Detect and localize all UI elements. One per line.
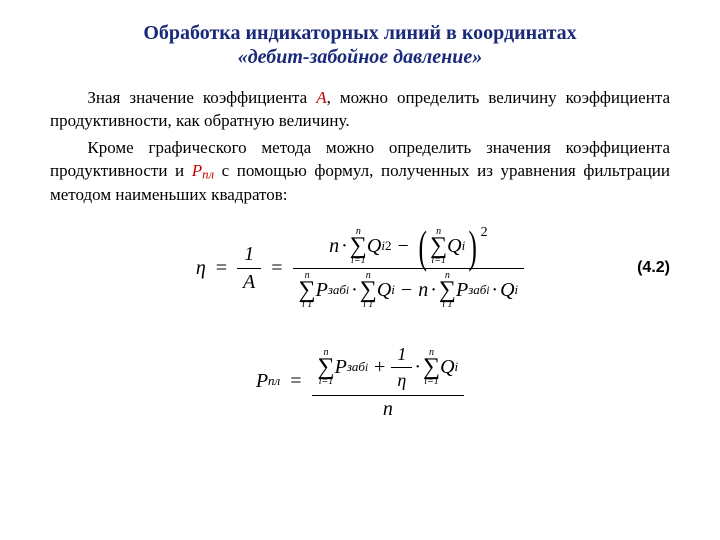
sum-Qi2: n ∑ i=1 bbox=[350, 227, 367, 266]
den-eta: η bbox=[391, 368, 412, 393]
outer-sq: 2 bbox=[481, 225, 488, 241]
paragraph-2: Кроме графического метода можно определи… bbox=[50, 137, 670, 207]
zab-sub-3: забi bbox=[347, 359, 368, 375]
equation-number: (4.2) bbox=[637, 259, 670, 277]
Qi-sub-2: i bbox=[462, 238, 466, 254]
paragraph-1: Зная значение коэффициента A, можно опре… bbox=[50, 87, 670, 133]
plus-1: + bbox=[368, 356, 391, 379]
zab-sub-2: забi bbox=[468, 282, 489, 298]
sigma-5: ∑ bbox=[439, 281, 456, 300]
equation-2: Pпл = n ∑ i=1 Pзабi + 1 bbox=[256, 340, 464, 423]
p-pl-symbol: P bbox=[192, 161, 202, 180]
sum-Pzab-3: n ∑ i=1 bbox=[318, 348, 335, 387]
paren-group: ( n ∑ i=1 Qi ) bbox=[415, 227, 481, 266]
page-title: Обработка индикаторных линий в координат… bbox=[50, 20, 670, 46]
equation-2-block: Pпл = n ∑ i=1 Pзабi + 1 bbox=[50, 340, 670, 423]
lim-bot-1: i=1 bbox=[351, 256, 366, 266]
num-Ppl: n ∑ i=1 Pзабi + 1 η · n bbox=[312, 340, 465, 395]
P-1: P bbox=[316, 279, 328, 302]
lim-bot-7: i=1 bbox=[424, 377, 439, 387]
lim-bot-6: i=1 bbox=[319, 377, 334, 387]
Ppl-lhs: Pпл bbox=[256, 370, 280, 393]
term-Pzab-3: Pзабi bbox=[335, 356, 368, 379]
numerator: n · n ∑ i=1 Qi2 − ( n ∑ bbox=[323, 225, 493, 268]
term-Qi-d2: Qi bbox=[500, 279, 518, 302]
eta-symbol: η bbox=[196, 257, 206, 280]
dot-2: · bbox=[349, 279, 360, 302]
lim-bot-2: i=1 bbox=[431, 256, 446, 266]
lim-bot-3: i 1 bbox=[302, 300, 312, 310]
equation-1: η = 1 A = n · n ∑ i=1 Qi2 bbox=[196, 225, 524, 312]
p-pl-subscript: пл bbox=[202, 167, 214, 181]
page: Обработка индикаторных линий в координат… bbox=[0, 0, 720, 433]
frac-1-over-A: 1 A bbox=[237, 241, 261, 296]
frac-1-over-eta: 1 η bbox=[391, 342, 412, 393]
dot-5: · bbox=[412, 356, 423, 379]
lparen: ( bbox=[418, 235, 426, 258]
term-Pzab-1: Pзабi bbox=[316, 279, 349, 302]
dot-1: · bbox=[339, 235, 350, 258]
rparen: ) bbox=[469, 235, 477, 258]
equals-3: = bbox=[288, 370, 303, 393]
sigma-6: ∑ bbox=[318, 358, 335, 377]
coef-A-symbol: A bbox=[316, 88, 326, 107]
lim-bot-4: i 1 bbox=[363, 300, 373, 310]
dot-3: · bbox=[428, 279, 439, 302]
para1-text-a: Зная значение коэффициента bbox=[87, 88, 316, 107]
lim-bot-5: i 1 bbox=[442, 300, 452, 310]
Q-3: Q bbox=[377, 279, 391, 302]
den-A: A bbox=[237, 269, 261, 296]
main-fraction: n · n ∑ i=1 Qi2 − ( n ∑ bbox=[293, 225, 525, 312]
term-Qi-3: Qi bbox=[440, 356, 458, 379]
sigma-4: ∑ bbox=[360, 281, 377, 300]
zab-sub-1: забi bbox=[328, 282, 349, 298]
minus-1: − bbox=[391, 235, 414, 258]
n-2: n bbox=[418, 279, 428, 302]
minus-2: − bbox=[395, 279, 418, 302]
sum-Qi: n ∑ i=1 bbox=[430, 227, 447, 266]
Q-4: Q bbox=[500, 279, 514, 302]
equals-1: = bbox=[214, 257, 229, 280]
Q-5: Q bbox=[440, 356, 454, 379]
frac-Ppl: n ∑ i=1 Pзабi + 1 η · n bbox=[312, 340, 465, 423]
P-2: P bbox=[456, 279, 468, 302]
sum-Qi-3: n ∑ i=1 bbox=[423, 348, 440, 387]
sigma-1: ∑ bbox=[350, 237, 367, 256]
num-1: 1 bbox=[238, 241, 260, 268]
Qi-sub-5: i bbox=[455, 359, 459, 375]
sigma-3: ∑ bbox=[299, 281, 316, 300]
equals-2: = bbox=[269, 257, 284, 280]
term-Qi: Qi bbox=[447, 235, 465, 258]
equation-1-block: η = 1 A = n · n ∑ i=1 Qi2 bbox=[50, 225, 670, 312]
denominator: n ∑ i 1 Pзабi · n ∑ i 1 Qi bbox=[293, 269, 525, 312]
P-pl: P bbox=[256, 370, 268, 393]
P-3: P bbox=[335, 356, 347, 379]
sum-Pzab-2: n ∑ i 1 bbox=[439, 271, 456, 310]
term-Qi-d1: Qi bbox=[377, 279, 395, 302]
Qi-sub-4: i bbox=[515, 282, 519, 298]
term-Qi2: Qi2 bbox=[367, 235, 392, 258]
pl-sub: пл bbox=[268, 373, 280, 389]
num-1b: 1 bbox=[391, 342, 412, 367]
sigma-7: ∑ bbox=[423, 358, 440, 377]
den-n: n bbox=[377, 396, 399, 423]
Q-1: Q bbox=[367, 235, 381, 258]
sigma-2: ∑ bbox=[430, 237, 447, 256]
Q-2: Q bbox=[447, 235, 461, 258]
n-1: n bbox=[329, 235, 339, 258]
sum-Qi-2: n ∑ i 1 bbox=[360, 271, 377, 310]
dot-4: · bbox=[489, 279, 500, 302]
sum-Pzab-1: n ∑ i 1 bbox=[299, 271, 316, 310]
term-Pzab-2: Pзабi bbox=[456, 279, 489, 302]
page-subtitle: «дебит-забойное давление» bbox=[50, 46, 670, 69]
